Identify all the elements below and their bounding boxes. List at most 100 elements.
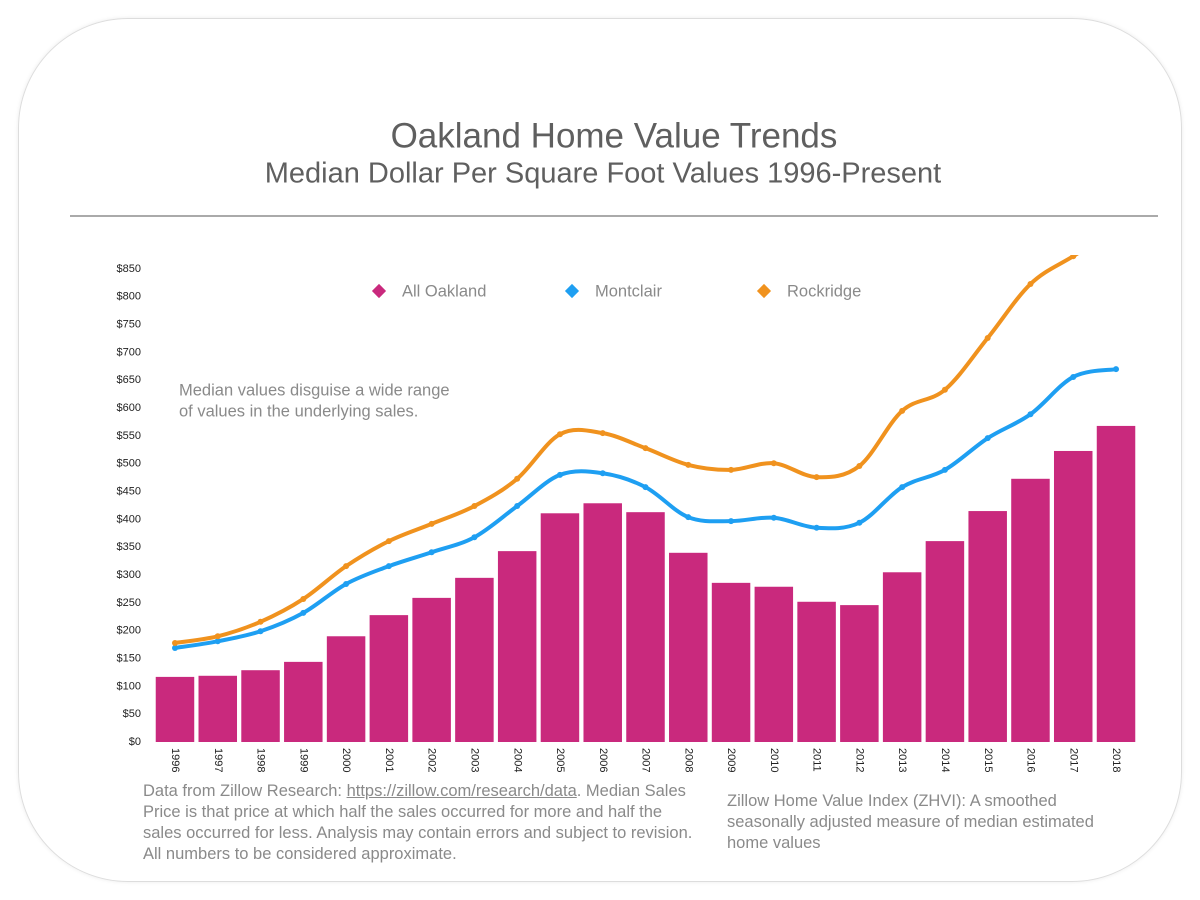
line-point (514, 503, 521, 510)
line-point (685, 461, 692, 468)
bar (626, 512, 665, 742)
bar (540, 513, 580, 742)
line-point (856, 519, 863, 526)
line-point (813, 524, 820, 531)
bar (840, 605, 879, 742)
y-tick-label: $100 (117, 680, 141, 692)
x-tick-label: 2015 (982, 748, 994, 772)
bar (1053, 450, 1093, 742)
y-tick-label: $50 (123, 708, 141, 720)
x-tick-label: 2012 (853, 748, 865, 772)
line-point (599, 470, 606, 477)
bar (1096, 425, 1136, 742)
legend-marker (756, 283, 772, 299)
x-tick-label: 2009 (725, 748, 737, 772)
y-tick-label: $600 (117, 402, 141, 414)
line-point (941, 466, 948, 473)
line-point (770, 460, 777, 467)
x-tick-label: 2010 (768, 748, 780, 772)
x-tick-label: 2013 (896, 748, 908, 772)
x-tick-label: 2001 (383, 748, 395, 772)
line-point (214, 633, 221, 640)
x-tick-label: 1999 (297, 748, 309, 772)
line-point (556, 471, 563, 478)
bar (326, 636, 366, 742)
bar (925, 541, 965, 742)
line-point (1113, 366, 1120, 373)
line-point (171, 644, 178, 651)
legend-marker (371, 283, 387, 299)
line-point (642, 445, 649, 452)
line-point (728, 466, 735, 473)
x-tick-label: 2000 (340, 748, 352, 772)
legend-marker (564, 283, 580, 299)
x-tick-label: 2005 (554, 748, 566, 772)
line-point (428, 549, 435, 556)
line-point (556, 431, 563, 438)
legend-label: All Oakland (402, 282, 486, 300)
bar (1011, 478, 1050, 742)
x-tick-label: 2004 (511, 748, 523, 772)
y-tick-label: $350 (117, 541, 141, 553)
line-point (257, 618, 264, 625)
line-point (1027, 411, 1034, 418)
line-point (813, 474, 820, 481)
line-point (599, 430, 606, 437)
bar (797, 601, 836, 742)
plot-area (155, 227, 1136, 742)
x-tick-label: 2016 (1025, 748, 1037, 772)
line-point (300, 609, 307, 616)
y-tick-label: $200 (117, 625, 141, 637)
line-point (728, 518, 735, 525)
line-point (941, 386, 948, 393)
y-tick-label: $250 (117, 597, 141, 609)
bar (754, 586, 794, 742)
line-point (1027, 281, 1034, 288)
x-tick-label: 1998 (255, 748, 267, 772)
bar (198, 675, 238, 742)
note-text: Data from Zillow Research: (143, 782, 347, 800)
bar (968, 511, 1007, 742)
line-point (171, 639, 178, 646)
line-point (385, 538, 392, 545)
line-point (514, 475, 521, 482)
x-tick-label: 2017 (1067, 748, 1079, 772)
x-tick-label: 1997 (212, 748, 224, 772)
line-point (1113, 227, 1119, 233)
line-point (1070, 255, 1077, 260)
line-point (899, 407, 906, 414)
y-tick-label: $450 (117, 485, 141, 497)
chart-subtitle: Median Dollar Per Square Foot Values 199… (265, 158, 942, 190)
y-tick-label: $0 (129, 736, 141, 748)
legend-label: Rockridge (787, 282, 861, 300)
line-point (770, 514, 777, 521)
line-point (257, 628, 264, 635)
x-tick-label: 2011 (811, 748, 823, 772)
line-point (471, 503, 478, 510)
x-tick-label: 2002 (426, 748, 438, 772)
bar (669, 552, 708, 742)
bar (455, 577, 494, 742)
source-link[interactable]: https://zillow.com/research/data (346, 782, 577, 800)
line-point (214, 638, 221, 645)
line-point (471, 534, 478, 541)
x-tick-label: 2008 (682, 748, 694, 772)
line-point (343, 580, 350, 587)
y-tick-label: $850 (117, 263, 141, 275)
bar (882, 572, 922, 742)
line-point (685, 514, 692, 521)
bar (155, 676, 195, 742)
y-tick-label: $800 (117, 291, 141, 303)
bar (711, 582, 751, 742)
bar (497, 551, 537, 742)
annotation: Median values disguise a wide range (179, 381, 450, 399)
y-tick-label: $400 (117, 513, 141, 525)
note-text: . Median Sales Price is that price at wh… (143, 782, 693, 863)
chart-title: Oakland Home Value Trends (391, 116, 838, 155)
x-tick-label: 2007 (640, 748, 652, 772)
y-tick-label: $150 (117, 652, 141, 664)
bar (412, 597, 451, 742)
x-tick-label: 2018 (1110, 748, 1122, 772)
